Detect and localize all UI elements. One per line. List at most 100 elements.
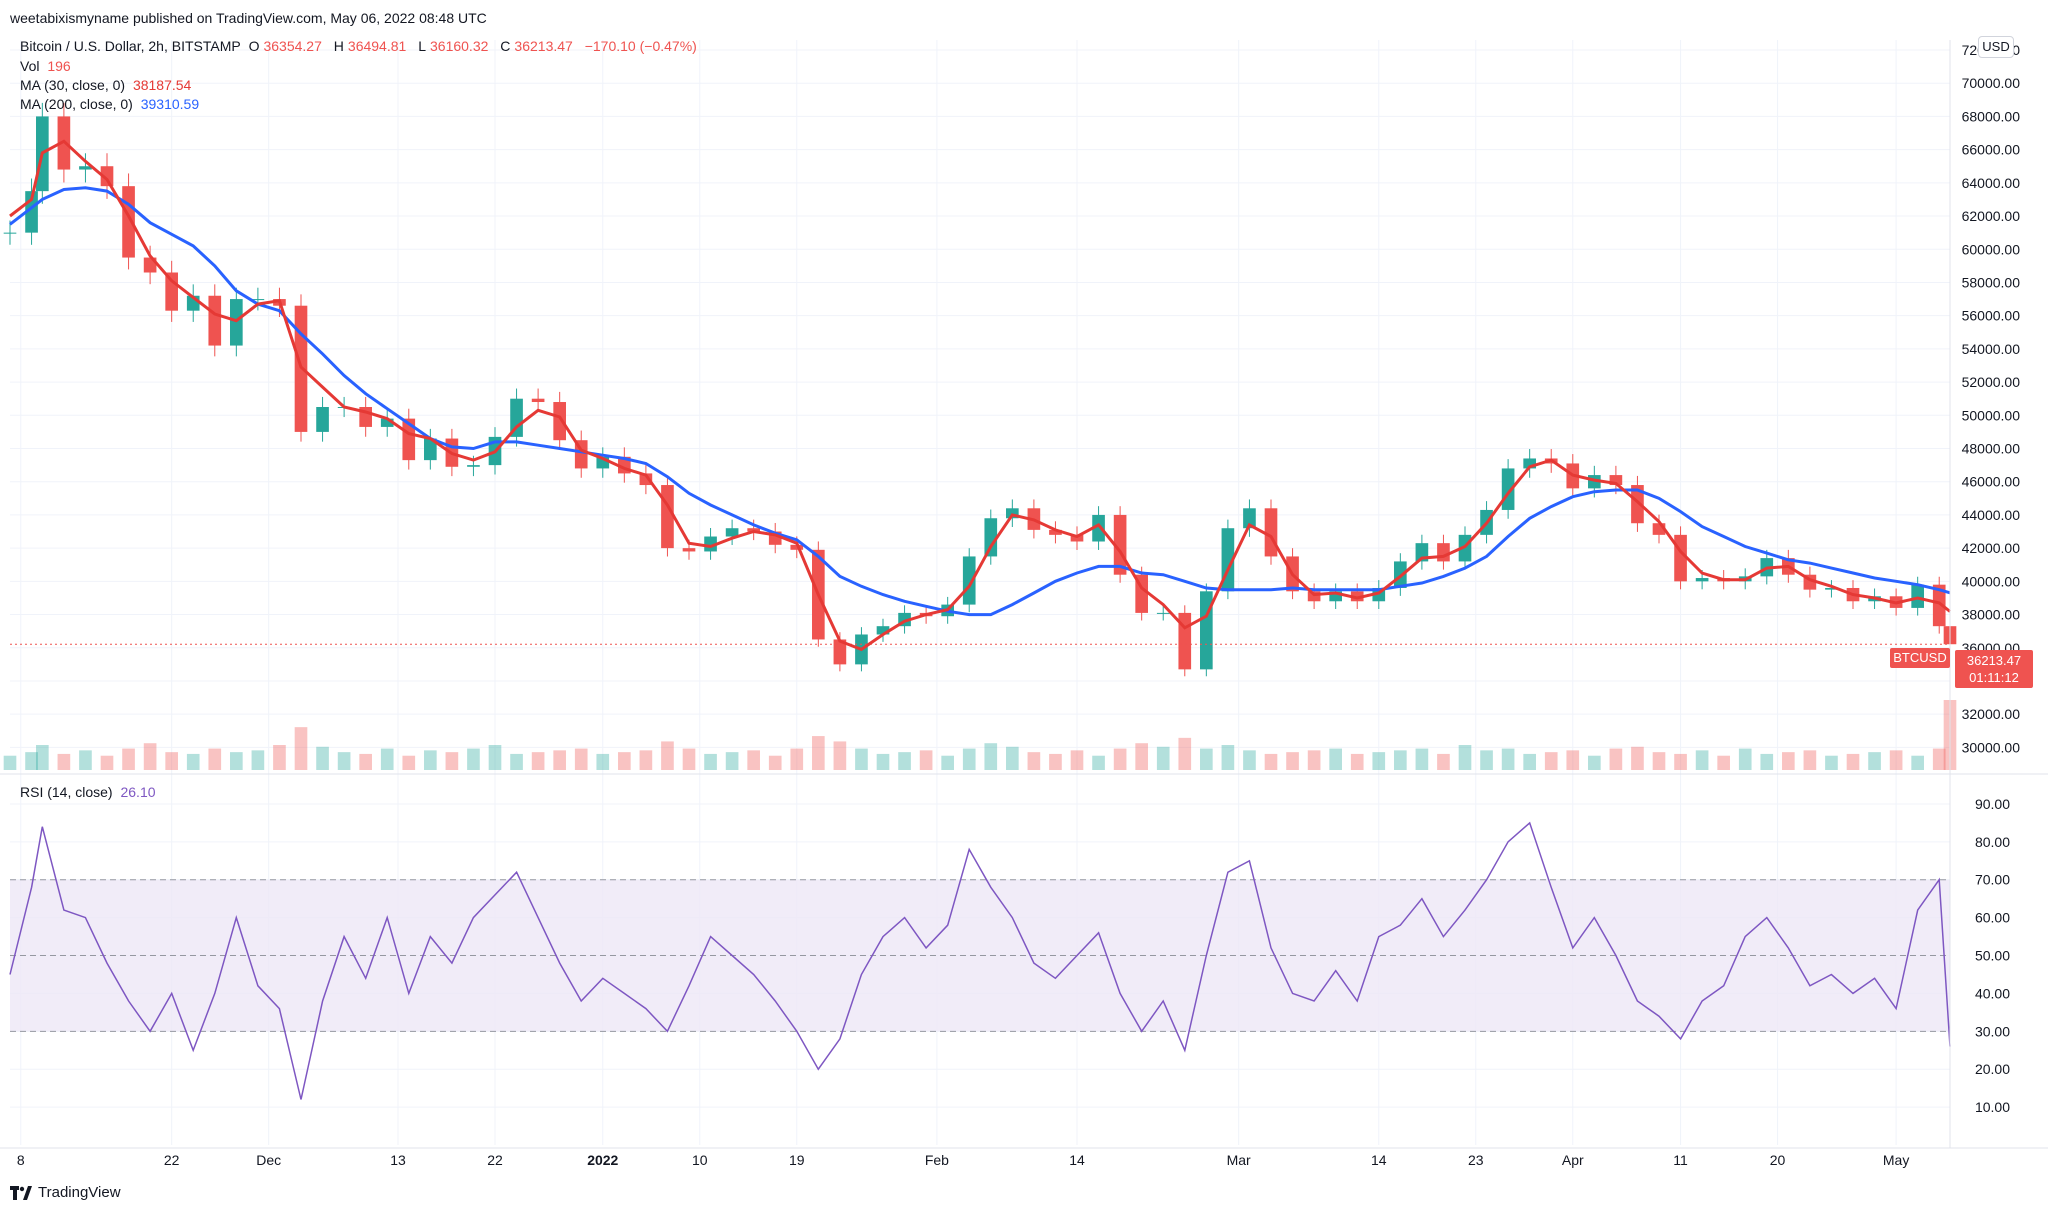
- volume-bar: [402, 755, 416, 770]
- candle-body: [1156, 612, 1170, 614]
- volume-bar: [1889, 750, 1903, 770]
- rsi-value: 26.10: [120, 784, 156, 800]
- time-tick-label: May: [1883, 1152, 1909, 1168]
- candle-body: [251, 299, 265, 301]
- volume-bar: [531, 752, 545, 770]
- ohlc-high: H 36494.81: [333, 38, 407, 54]
- candle-body: [467, 465, 480, 467]
- candle-body: [79, 166, 92, 170]
- last-price-value: 36213.47: [1966, 653, 2022, 668]
- volume-bar: [1803, 750, 1817, 770]
- volume-bar: [445, 752, 459, 770]
- indicator-lines: [9, 139, 1951, 1100]
- candle-body: [1695, 578, 1709, 582]
- price-tick-label: 48000.00: [1962, 441, 2021, 457]
- volume-bar: [1717, 755, 1730, 770]
- price-tick-label: 44000.00: [1962, 507, 2021, 523]
- time-tick-label: 13: [390, 1152, 406, 1168]
- volume-bar: [424, 750, 437, 770]
- volume-bar: [941, 755, 954, 770]
- volume-bar: [747, 750, 760, 770]
- candle-body: [1631, 485, 1644, 524]
- candle-body: [1609, 475, 1623, 486]
- volume-bar: [1286, 752, 1299, 770]
- rsi-tick-label: 60.00: [1975, 910, 2010, 926]
- rsi-tick-label: 70.00: [1975, 872, 2010, 888]
- candle-body: [3, 232, 17, 234]
- price-tick-label: 32000.00: [1962, 706, 2021, 722]
- time-tick-label: Dec: [256, 1152, 281, 1168]
- candle-body: [531, 398, 545, 403]
- volume-bar: [1437, 753, 1450, 770]
- candle-body: [1825, 587, 1838, 590]
- price-tick-label: 68000.00: [1962, 108, 2021, 124]
- time-tick-label: Mar: [1227, 1152, 1251, 1168]
- time-tick-label: 14: [1371, 1152, 1387, 1168]
- volume-bar: [1243, 750, 1256, 770]
- volume-bar: [1372, 752, 1386, 770]
- price-tick-label: 66000.00: [1962, 142, 2021, 158]
- time-tick-label: 20: [1770, 1152, 1786, 1168]
- volume-bar: [100, 755, 114, 770]
- candle-body: [962, 556, 976, 605]
- volume-bar: [165, 752, 178, 770]
- volume-bar: [704, 753, 717, 770]
- volume-bar: [1458, 745, 1472, 770]
- price-tick-label: 40000.00: [1962, 573, 2021, 589]
- volume-bar: [36, 745, 49, 770]
- volume-bar: [1307, 750, 1321, 770]
- candle-body: [553, 402, 566, 441]
- time-tick-label: 22: [487, 1152, 503, 1168]
- volume-bar: [316, 746, 329, 770]
- candle-body: [1652, 523, 1666, 535]
- time-tick-label: 2022: [587, 1152, 618, 1168]
- price-tick-label: 38000.00: [1962, 607, 2021, 623]
- volume-bar: [1544, 752, 1558, 770]
- candle-body: [380, 418, 394, 427]
- candle-body: [1243, 508, 1256, 529]
- candle-body: [1329, 591, 1342, 602]
- volume-bar: [1501, 748, 1515, 770]
- volume-bar: [1760, 753, 1774, 770]
- time-tick-label: 10: [692, 1152, 708, 1168]
- candle-body: [316, 407, 329, 432]
- symbol-name: Bitcoin / U.S. Dollar, 2h, BITSTAMP: [20, 38, 241, 54]
- volume-bar: [898, 752, 911, 770]
- candle-body: [1264, 508, 1278, 557]
- rsi-tick-label: 40.00: [1975, 985, 2010, 1001]
- candle-body: [424, 438, 437, 461]
- candle-body: [100, 166, 114, 187]
- price-tick-label: 70000.00: [1962, 75, 2021, 91]
- candle-body: [230, 299, 243, 346]
- volume-bar: [1588, 755, 1601, 770]
- rsi-label: RSI (14, close): [20, 784, 113, 800]
- candle-body: [165, 272, 178, 311]
- price-tick-label: 60000.00: [1962, 241, 2021, 257]
- tradingview-logo[interactable]: TradingView: [10, 1184, 121, 1201]
- candle-body: [682, 548, 696, 552]
- last-price-label: 36213.47 01:11:12: [1955, 650, 2033, 688]
- rsi-legend: RSI (14, close) 26.10: [20, 784, 160, 800]
- volume-bar: [122, 748, 135, 770]
- ma30-value: 38187.54: [132, 77, 192, 93]
- volume-bar: [467, 748, 480, 770]
- volume-bar: [1156, 746, 1170, 770]
- volume-bar: [1221, 745, 1235, 770]
- volume-bar: [1846, 753, 1860, 770]
- candle-body: [661, 485, 674, 549]
- ma200-label: MA (200, close, 0): [20, 96, 133, 112]
- candle-body: [1006, 508, 1019, 519]
- volume-bar: [962, 748, 976, 770]
- volume-bar: [1782, 752, 1795, 770]
- volume-bar: [1674, 753, 1687, 770]
- volume-bar: [1631, 746, 1644, 770]
- rsi-tick-label: 10.00: [1975, 1099, 2010, 1115]
- volume-bar: [1329, 748, 1342, 770]
- candle-body: [1523, 458, 1536, 469]
- volume-bar: [1049, 753, 1062, 770]
- ma30-legend: MA (30, close, 0) 38187.54: [20, 77, 195, 93]
- currency-selector[interactable]: USD: [1978, 36, 2014, 58]
- volume-bar: [833, 741, 847, 770]
- volume-bar: [208, 748, 222, 770]
